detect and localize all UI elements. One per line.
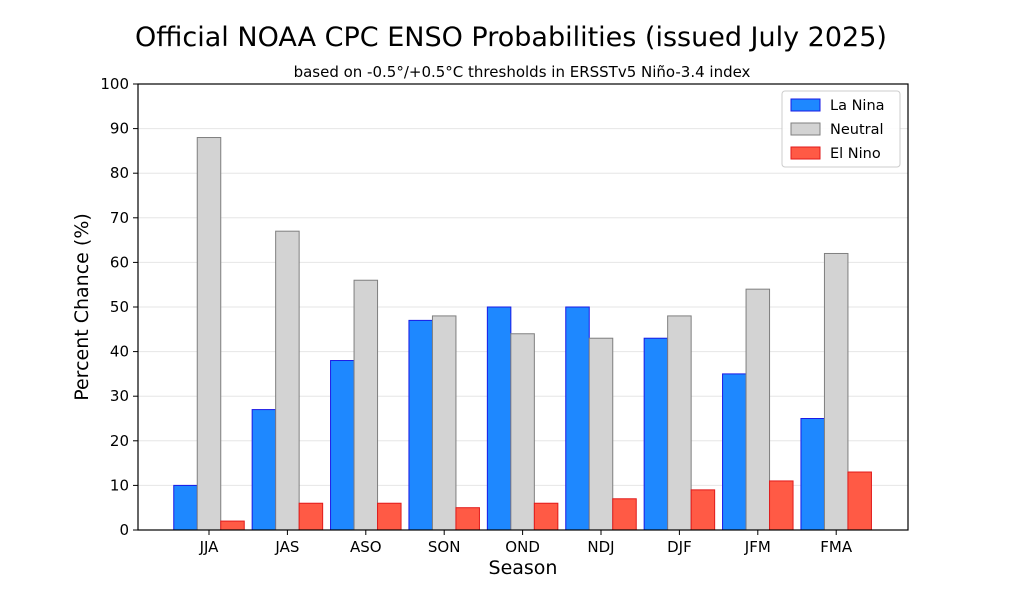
x-axis: JJA JAS ASO SON OND NDJ DJF JFM FMA bbox=[199, 530, 853, 556]
bar-la-nina-ond bbox=[486, 306, 512, 531]
bar-neutral-djf bbox=[667, 315, 692, 531]
bar-la-nina-jja bbox=[173, 484, 198, 531]
bar-la-nina-aso bbox=[330, 360, 355, 531]
bar-el-nino-jas bbox=[298, 502, 324, 531]
y-tick-label: 90 bbox=[110, 120, 129, 138]
bars bbox=[173, 137, 872, 531]
bar-neutral-jfm bbox=[745, 288, 771, 531]
y-tick-label: 0 bbox=[119, 521, 129, 539]
y-tick-label: 70 bbox=[110, 209, 129, 227]
legend-swatch bbox=[790, 122, 821, 136]
y-axis-label: Percent Chance (%) bbox=[71, 213, 93, 401]
bar-neutral-fma bbox=[823, 252, 849, 531]
bar-el-nino-fma bbox=[847, 471, 872, 531]
chart-subtitle: based on -0.5°/+0.5°C thresholds in ERSS… bbox=[294, 63, 751, 81]
chart-title: Official NOAA CPC ENSO Probabilities (is… bbox=[135, 22, 887, 53]
x-tick-label: ASO bbox=[350, 538, 382, 556]
legend-label: Neutral bbox=[830, 122, 884, 138]
bar-neutral-jja bbox=[196, 137, 222, 531]
x-tick-label: SON bbox=[428, 538, 461, 556]
y-tick-label: 20 bbox=[110, 432, 129, 450]
legend-swatch bbox=[790, 146, 821, 160]
legend-label: El Nino bbox=[830, 146, 881, 162]
legend-label: La Nina bbox=[830, 98, 885, 114]
bar-la-nina-fma bbox=[800, 418, 825, 531]
bar-la-nina-ndj bbox=[565, 306, 590, 531]
bar-neutral-ndj bbox=[588, 337, 614, 531]
legend-swatch bbox=[790, 98, 821, 112]
bar-la-nina-jas bbox=[251, 409, 277, 531]
y-tick-label: 40 bbox=[110, 343, 129, 361]
y-tick-label: 30 bbox=[110, 387, 129, 405]
bar-el-nino-jfm bbox=[769, 480, 794, 531]
bar-la-nina-son bbox=[408, 319, 433, 531]
y-axis: 0 10 20 30 40 50 60 70 80 90 100 bbox=[100, 75, 138, 539]
bar-el-nino-djf bbox=[690, 489, 716, 531]
y-tick-label: 50 bbox=[110, 298, 129, 316]
y-tick-label: 60 bbox=[110, 253, 129, 271]
x-tick-label: JAS bbox=[274, 538, 299, 556]
bar-la-nina-djf bbox=[643, 337, 669, 531]
bar-el-nino-son bbox=[455, 507, 480, 531]
x-tick-label: NDJ bbox=[587, 538, 614, 556]
bar-el-nino-jja bbox=[220, 520, 245, 531]
y-tick-label: 10 bbox=[110, 476, 129, 494]
x-tick-label: FMA bbox=[820, 538, 853, 556]
x-tick-label: DJF bbox=[667, 538, 692, 556]
x-axis-label: Season bbox=[489, 557, 558, 579]
x-tick-label: OND bbox=[505, 538, 540, 556]
bar-el-nino-ond bbox=[533, 502, 559, 531]
y-tick-label: 100 bbox=[100, 75, 129, 93]
bar-la-nina-jfm bbox=[722, 373, 747, 531]
x-tick-label: JJA bbox=[199, 538, 220, 556]
x-tick-label: JFM bbox=[744, 538, 771, 556]
bar-neutral-son bbox=[431, 315, 457, 531]
y-tick-label: 80 bbox=[110, 164, 129, 182]
legend: La Nina Neutral El Nino bbox=[781, 90, 901, 168]
bar-el-nino-aso bbox=[377, 502, 402, 531]
bar-neutral-aso bbox=[353, 279, 379, 531]
bar-neutral-jas bbox=[275, 230, 300, 531]
bar-el-nino-ndj bbox=[612, 498, 637, 531]
bar-neutral-ond bbox=[510, 333, 535, 531]
